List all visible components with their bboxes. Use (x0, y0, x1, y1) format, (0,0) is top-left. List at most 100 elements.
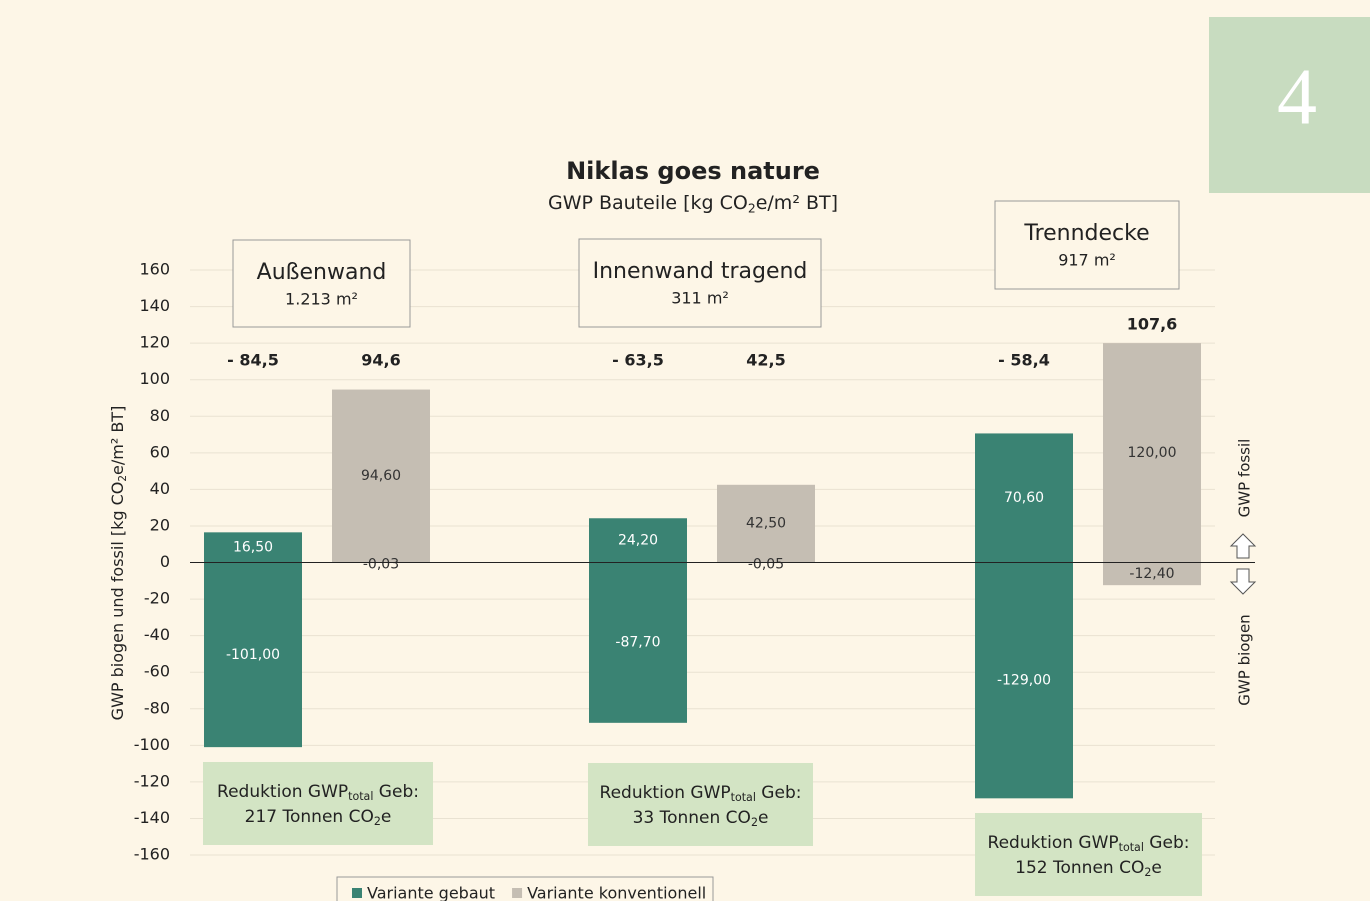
reduction-box (588, 763, 813, 846)
text-part: GWP Bauteile [kg CO (548, 192, 748, 214)
text-part: 2 (117, 475, 129, 482)
reduction-text: Reduktion GWPtotal Geb: (217, 782, 419, 803)
reduction-text: 217 Tonnen CO2e (245, 807, 392, 828)
bar-segment (1103, 343, 1201, 563)
category-area: 311 m² (671, 289, 729, 308)
y-tick-label: 80 (150, 406, 170, 425)
text-part: 2 (748, 201, 756, 215)
text-part: 2 (1144, 866, 1151, 879)
y-tick-label: 140 (139, 296, 170, 315)
y-tick-label: -120 (134, 771, 170, 790)
text-part: total (1119, 841, 1144, 854)
category-label: Außenwand (257, 260, 387, 285)
text-part: Reduktion GWP (217, 782, 348, 802)
bar-segment (717, 484, 815, 563)
total-label: 94,6 (361, 351, 400, 370)
legend-label: Variante gebaut (367, 884, 495, 901)
text-part: 217 Tonnen CO (245, 807, 374, 827)
reduction-box (975, 813, 1202, 896)
text-part: e (381, 807, 391, 827)
reduction-text: 152 Tonnen CO2e (1015, 858, 1162, 879)
category-box (232, 239, 411, 328)
bar-segment (975, 433, 1073, 563)
text-part: GWP biogen und fossil [kg CO (108, 482, 127, 721)
text-part: Geb: (756, 783, 802, 803)
bar-segment (204, 562, 302, 748)
legend-swatch (512, 888, 523, 898)
y-tick-label: 20 (150, 515, 170, 534)
page-number: 4 (1277, 53, 1317, 141)
reduction-text: 33 Tonnen CO2e (633, 808, 769, 829)
chart-subtitle: GWP Bauteile [kg CO2e/m² BT] (548, 192, 838, 216)
arrow-up (1229, 533, 1257, 559)
total-label: - 58,4 (998, 351, 1050, 370)
y-tick-label: -40 (144, 625, 170, 644)
text-part: total (731, 791, 756, 804)
text-part: e (1151, 858, 1161, 878)
text-part: e/m² BT] (756, 192, 838, 214)
arrow-down (1229, 568, 1257, 595)
text-part: 152 Tonnen CO (1015, 858, 1144, 878)
text-part: Reduktion GWP (600, 783, 731, 803)
chart-title: Niklas goes nature (566, 157, 820, 185)
value-label: -0,03 (363, 557, 399, 573)
total-label: 42,5 (746, 351, 785, 370)
y-tick-label: -80 (144, 698, 170, 717)
category-box (578, 238, 822, 328)
reduction-text: Reduktion GWPtotal Geb: (600, 783, 802, 804)
y-tick-label: -140 (134, 808, 170, 827)
value-label: 70,60 (1004, 490, 1044, 506)
value-label: 24,20 (618, 532, 658, 548)
legend-box (336, 876, 714, 901)
y-tick-label: -160 (134, 845, 170, 864)
reduction-box (203, 762, 433, 845)
y-tick-label: -100 (134, 735, 170, 754)
bar-segment (589, 518, 687, 563)
y-tick-label: -20 (144, 589, 170, 608)
y-tick-label: 160 (139, 260, 170, 279)
category-label: Trenndecke (1023, 221, 1149, 246)
value-label: 94,60 (361, 468, 401, 484)
bar-segment (975, 562, 1073, 799)
value-label: -101,00 (226, 647, 280, 663)
side-label: GWP biogen (1236, 614, 1254, 705)
bar-segment (1103, 562, 1201, 586)
value-label: -0,05 (748, 557, 784, 573)
y-tick-label: 40 (150, 479, 170, 498)
text-part: total (348, 790, 373, 803)
category-box (994, 200, 1180, 290)
bar-segment (589, 562, 687, 723)
legend-label: Variante konventionell (527, 884, 706, 901)
text-part: 2 (374, 815, 381, 828)
text-part: e/m² BT] (108, 406, 127, 475)
value-label: -129,00 (997, 672, 1051, 688)
y-tick-label: 120 (139, 333, 170, 352)
value-label: 16,50 (233, 539, 273, 555)
text-part: 2 (751, 816, 758, 829)
value-label: -87,70 (615, 635, 660, 651)
category-area: 1.213 m² (285, 290, 358, 309)
text-part: 33 Tonnen CO (633, 808, 751, 828)
text-part: Geb: (1144, 833, 1190, 853)
y-tick-label: 0 (160, 552, 170, 571)
total-label: - 63,5 (612, 351, 664, 370)
value-label: 120,00 (1128, 445, 1177, 461)
y-tick-label: -60 (144, 662, 170, 681)
y-tick-label: 100 (139, 369, 170, 388)
y-axis-label: GWP biogen und fossil [kg CO2e/m² BT] (108, 406, 129, 721)
total-label: 107,6 (1127, 315, 1178, 334)
bar-segment (204, 532, 302, 563)
bar-segment (332, 389, 430, 563)
page-badge (1209, 17, 1370, 193)
total-label: - 84,5 (227, 351, 279, 370)
text-part: e (758, 808, 768, 828)
value-label: -12,40 (1129, 566, 1174, 582)
reduction-text: Reduktion GWPtotal Geb: (988, 833, 1190, 854)
text-part: Reduktion GWP (988, 833, 1119, 853)
value-label: 42,50 (746, 516, 786, 532)
category-area: 917 m² (1058, 251, 1116, 270)
side-label: GWP fossil (1236, 439, 1254, 518)
legend-swatch (352, 888, 362, 898)
category-label: Innenwand tragend (593, 259, 808, 284)
